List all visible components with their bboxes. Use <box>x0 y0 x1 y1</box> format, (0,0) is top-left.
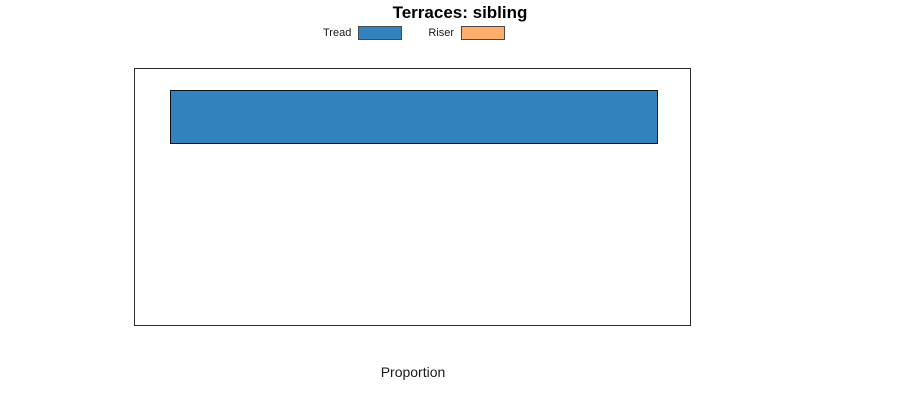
legend-item: Tread <box>323 26 403 40</box>
legend: Tread Riser <box>323 26 505 40</box>
chart-title: Terraces: sibling <box>392 3 528 22</box>
bar-wonsqueak <box>170 90 658 144</box>
legend-swatch <box>461 26 505 40</box>
plot-area <box>134 68 691 326</box>
legend-item: Riser <box>428 26 505 40</box>
legend-item-label: Riser <box>428 27 454 39</box>
legend-swatch <box>358 26 403 40</box>
legend-item-label: Tread <box>323 27 352 39</box>
x-axis-title: Proportion <box>380 364 446 380</box>
